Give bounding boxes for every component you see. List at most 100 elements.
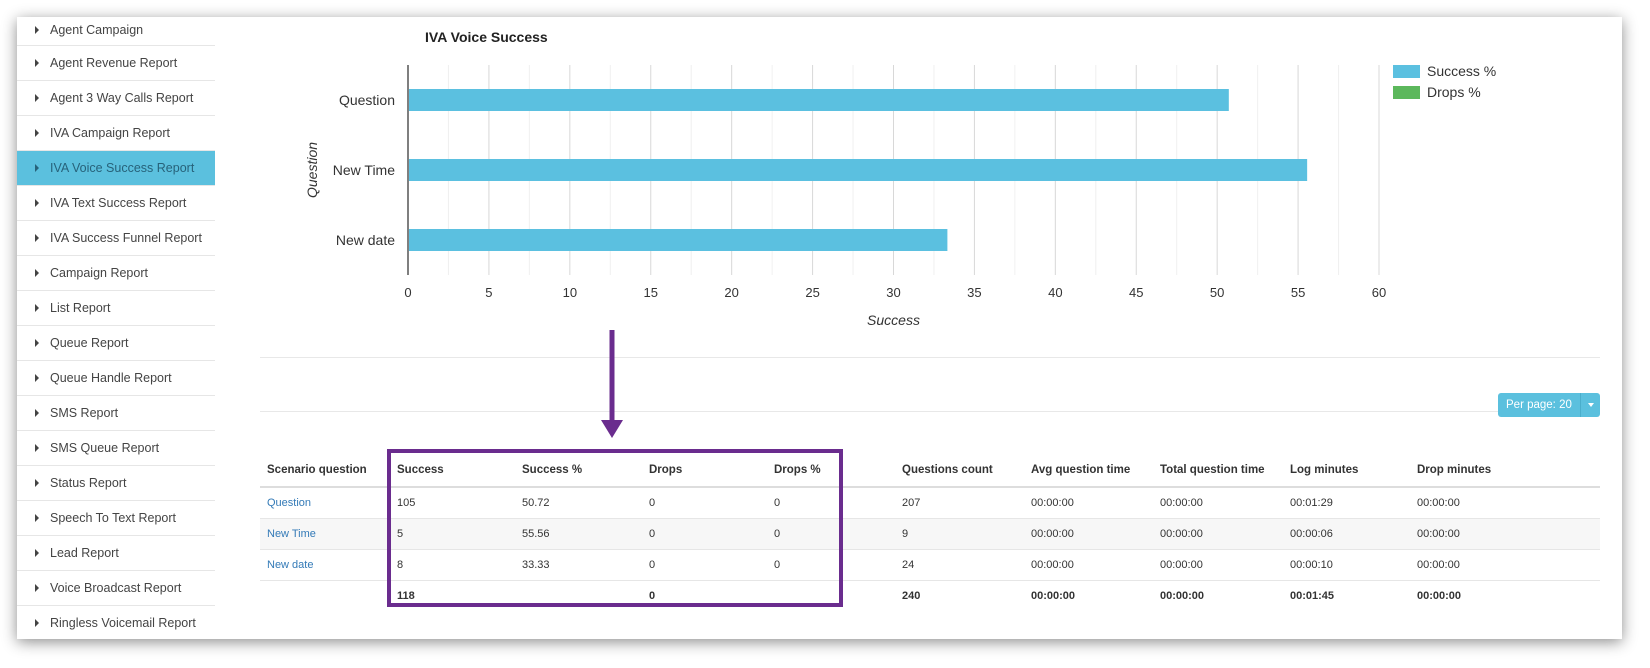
sidebar-item[interactable]: IVA Success Funnel Report xyxy=(17,221,215,256)
sidebar-item-label: IVA Voice Success Report xyxy=(50,161,195,175)
sidebar-item-label: Status Report xyxy=(50,476,127,490)
caret-right-icon xyxy=(35,199,39,207)
sidebar-item-label: Campaign Report xyxy=(50,266,148,280)
table-cell: 5 xyxy=(390,518,515,550)
y-category-label: New date xyxy=(336,232,395,248)
legend-swatch xyxy=(1393,65,1420,78)
column-header: Scenario question xyxy=(260,454,390,488)
total-cell: 00:00:00 xyxy=(1031,589,1076,602)
caret-right-icon xyxy=(35,619,39,627)
caret-down-icon xyxy=(1587,403,1594,407)
sidebar-item[interactable]: Campaign Report xyxy=(17,256,215,291)
table-row: New Time 5 55.56 0 0 9 00:00:00 00:00:00 00:00:0… xyxy=(260,518,1600,550)
table-cell: 207 xyxy=(895,487,1024,519)
sidebar-item-label: IVA Campaign Report xyxy=(50,126,170,140)
report-table: Scenario question Success Success % Drops Dr… xyxy=(260,454,1600,611)
sidebar-item-label: Queue Report xyxy=(50,336,129,350)
caret-right-icon xyxy=(35,304,39,312)
caret-right-icon xyxy=(35,374,39,382)
scenario-question-link[interactable]: New Time xyxy=(267,527,316,540)
x-axis-label: Success xyxy=(867,312,920,328)
table-cell: 8 xyxy=(390,549,515,581)
table-cell: 00:00:00 xyxy=(1410,518,1600,550)
table-cell: 00:00:00 xyxy=(1024,518,1153,550)
column-header: Total question time xyxy=(1153,454,1283,488)
divider xyxy=(260,357,1600,358)
sidebar-item[interactable]: Agent Campaign xyxy=(17,17,215,46)
sidebar-item[interactable]: Ringless Voicemail Report xyxy=(17,606,215,639)
sidebar-item-label: SMS Queue Report xyxy=(50,441,160,455)
x-tick-label: 0 xyxy=(404,285,411,300)
sidebar-item[interactable]: Speech To Text Report xyxy=(17,501,215,536)
table-cell xyxy=(892,518,895,550)
sidebar-item[interactable]: Queue Report xyxy=(17,326,215,361)
table-cell: 0 xyxy=(642,549,767,581)
caret-right-icon xyxy=(35,269,39,277)
sidebar-item[interactable]: List Report xyxy=(17,291,215,326)
sidebar-item[interactable]: IVA Voice Success Report xyxy=(17,151,215,186)
caret-right-icon xyxy=(35,514,39,522)
per-page-toggle[interactable] xyxy=(1580,393,1600,417)
table-cell: 0 xyxy=(642,487,767,519)
sidebar-item[interactable]: Agent 3 Way Calls Report xyxy=(17,81,215,116)
column-header: Drops xyxy=(642,454,767,488)
table-cell: 00:00:10 xyxy=(1283,549,1410,581)
sidebar-item[interactable]: Status Report xyxy=(17,466,215,501)
sidebar-item-label: Agent Campaign xyxy=(50,23,144,37)
sidebar-item-label: Lead Report xyxy=(50,546,119,560)
column-header: Avg question time xyxy=(1024,454,1153,488)
x-tick-label: 55 xyxy=(1291,285,1305,300)
x-tick-label: 10 xyxy=(563,285,577,300)
column-header: Success xyxy=(390,454,515,488)
report-sidebar: Agent Campaign Agent Revenue Report Agent … xyxy=(17,17,215,639)
caret-right-icon xyxy=(35,94,39,102)
sidebar-item-label: Speech To Text Report xyxy=(50,511,177,525)
table-cell xyxy=(892,487,895,519)
sidebar-item-label: List Report xyxy=(50,301,111,315)
sidebar-item[interactable]: Queue Handle Report xyxy=(17,361,215,396)
table-cell: 50.72 xyxy=(515,487,642,519)
annotation-arrow-icon xyxy=(601,330,623,438)
table-cell: 00:00:00 xyxy=(1410,487,1600,519)
table-cell: 00:00:00 xyxy=(1410,549,1600,581)
success-bar xyxy=(409,89,1229,111)
app-window: Agent Campaign Agent Revenue Report Agent … xyxy=(17,17,1622,639)
table-cell: New date xyxy=(260,549,390,581)
column-header: Questions count xyxy=(895,454,1024,488)
sidebar-item-label: Agent Revenue Report xyxy=(50,56,178,70)
success-bar xyxy=(409,229,948,251)
per-page-dropdown[interactable]: Per page: 20 xyxy=(1498,393,1600,417)
sidebar-item[interactable]: Lead Report xyxy=(17,536,215,571)
sidebar-item[interactable]: IVA Text Success Report xyxy=(17,186,215,221)
y-category-label: New Time xyxy=(333,162,395,178)
table-cell: New Time xyxy=(260,518,390,550)
table-cell: 00:00:00 xyxy=(1153,518,1283,550)
x-tick-label: 45 xyxy=(1129,285,1143,300)
caret-right-icon xyxy=(35,234,39,242)
table-cell: Question xyxy=(260,487,390,519)
caret-right-icon xyxy=(35,339,39,347)
sidebar-item-label: IVA Text Success Report xyxy=(50,196,187,210)
total-cell: 240 xyxy=(902,589,921,602)
sidebar-item-label: Queue Handle Report xyxy=(50,371,172,385)
scenario-question-link[interactable]: New date xyxy=(267,558,314,571)
table-cell: 00:00:06 xyxy=(1283,518,1410,550)
table-cell: 00:00:00 xyxy=(1153,549,1283,581)
total-cell: 00:01:45 xyxy=(1290,589,1335,602)
divider xyxy=(260,411,1600,412)
sidebar-item[interactable]: SMS Report xyxy=(17,396,215,431)
total-cell xyxy=(260,580,390,611)
per-page-label: Per page: 20 xyxy=(1506,399,1572,411)
sidebar-item[interactable]: Agent Revenue Report xyxy=(17,46,215,81)
table-cell: 00:01:29 xyxy=(1283,487,1410,519)
x-tick-label: 20 xyxy=(724,285,738,300)
sidebar-item[interactable]: IVA Campaign Report xyxy=(17,116,215,151)
scenario-question-link[interactable]: Question xyxy=(267,496,312,509)
x-tick-label: 5 xyxy=(485,285,492,300)
sidebar-item[interactable]: SMS Queue Report xyxy=(17,431,215,466)
totals-row: 118 0 240 00:00:00 00:00:00 00:01:45 00:00:00 xyxy=(260,580,1600,611)
x-tick-label: 35 xyxy=(967,285,981,300)
sidebar-item[interactable]: Voice Broadcast Report xyxy=(17,571,215,606)
table-cell: 0 xyxy=(767,549,892,581)
total-cell: 118 xyxy=(397,589,415,602)
